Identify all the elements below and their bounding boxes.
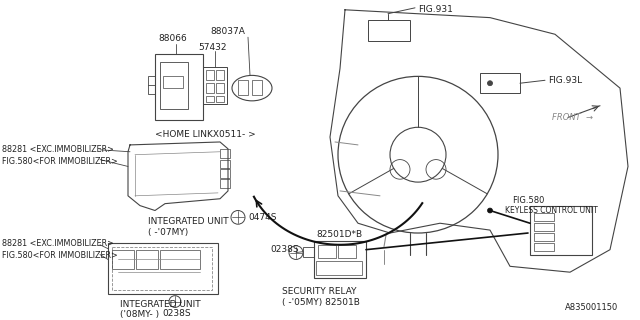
Bar (368, 20, 410, 41)
Bar (220, 160, 230, 168)
Bar (252, 80, 262, 95)
Bar (534, 223, 554, 231)
Text: FIG.931: FIG.931 (418, 5, 453, 14)
Bar (534, 233, 554, 241)
Bar (318, 245, 336, 259)
Bar (203, 67, 227, 104)
Bar (163, 76, 183, 88)
Text: KEYLESS CONTROL UNIT: KEYLESS CONTROL UNIT (505, 206, 598, 215)
Bar (136, 250, 158, 269)
Bar (238, 80, 248, 95)
Text: 0238S: 0238S (270, 245, 299, 254)
Text: FIG.580: FIG.580 (512, 196, 545, 205)
Text: ( -'07MY): ( -'07MY) (148, 228, 188, 237)
Text: FIG.580<FOR IMMOBILIZER>: FIG.580<FOR IMMOBILIZER> (2, 251, 118, 260)
Text: ('08MY- ): ('08MY- ) (120, 310, 159, 319)
Text: 0474S: 0474S (248, 213, 276, 222)
Text: SECURITY RELAY: SECURITY RELAY (282, 287, 356, 296)
Text: 0238S: 0238S (162, 309, 191, 318)
Bar (160, 250, 200, 269)
Text: 88281 <EXC.IMMOBILIZER>: 88281 <EXC.IMMOBILIZER> (2, 239, 114, 248)
Bar (160, 62, 188, 109)
Bar (112, 247, 212, 290)
Bar (216, 83, 224, 93)
Text: FIG.580<FOR IMMOBILIZER>: FIG.580<FOR IMMOBILIZER> (2, 157, 118, 166)
Bar (316, 261, 362, 275)
Text: INTEGRATED UNIT: INTEGRATED UNIT (148, 217, 228, 226)
Bar (216, 96, 224, 102)
Bar (530, 206, 592, 255)
Bar (108, 243, 218, 294)
Circle shape (488, 208, 493, 213)
Text: FRONT  →: FRONT → (552, 113, 593, 122)
Text: 57432: 57432 (198, 43, 227, 52)
Bar (220, 149, 230, 158)
Bar (480, 73, 520, 93)
Bar (206, 96, 214, 102)
Bar (206, 70, 214, 80)
Bar (155, 54, 203, 120)
Bar (148, 76, 155, 94)
Text: <HOME LINKX0511- >: <HOME LINKX0511- > (155, 130, 256, 139)
Text: 88037A: 88037A (210, 28, 245, 36)
Text: 88281 <EXC.IMMOBILIZER>: 88281 <EXC.IMMOBILIZER> (2, 145, 114, 154)
Text: INTEGRATED UNIT: INTEGRATED UNIT (120, 300, 200, 308)
Text: 82501D*B: 82501D*B (316, 230, 362, 239)
Bar (534, 243, 554, 251)
Bar (220, 169, 230, 178)
Text: 88066: 88066 (158, 34, 187, 43)
Text: ( -'05MY) 82501B: ( -'05MY) 82501B (282, 298, 360, 307)
Bar (534, 213, 554, 221)
Bar (303, 247, 314, 257)
Text: FIG.93L: FIG.93L (548, 76, 582, 85)
Text: A835001150: A835001150 (565, 302, 618, 312)
Bar (220, 179, 230, 188)
Bar (112, 250, 134, 269)
Bar (206, 83, 214, 93)
Bar (314, 241, 366, 278)
Bar (216, 70, 224, 80)
Bar (338, 245, 356, 259)
Circle shape (488, 81, 493, 86)
